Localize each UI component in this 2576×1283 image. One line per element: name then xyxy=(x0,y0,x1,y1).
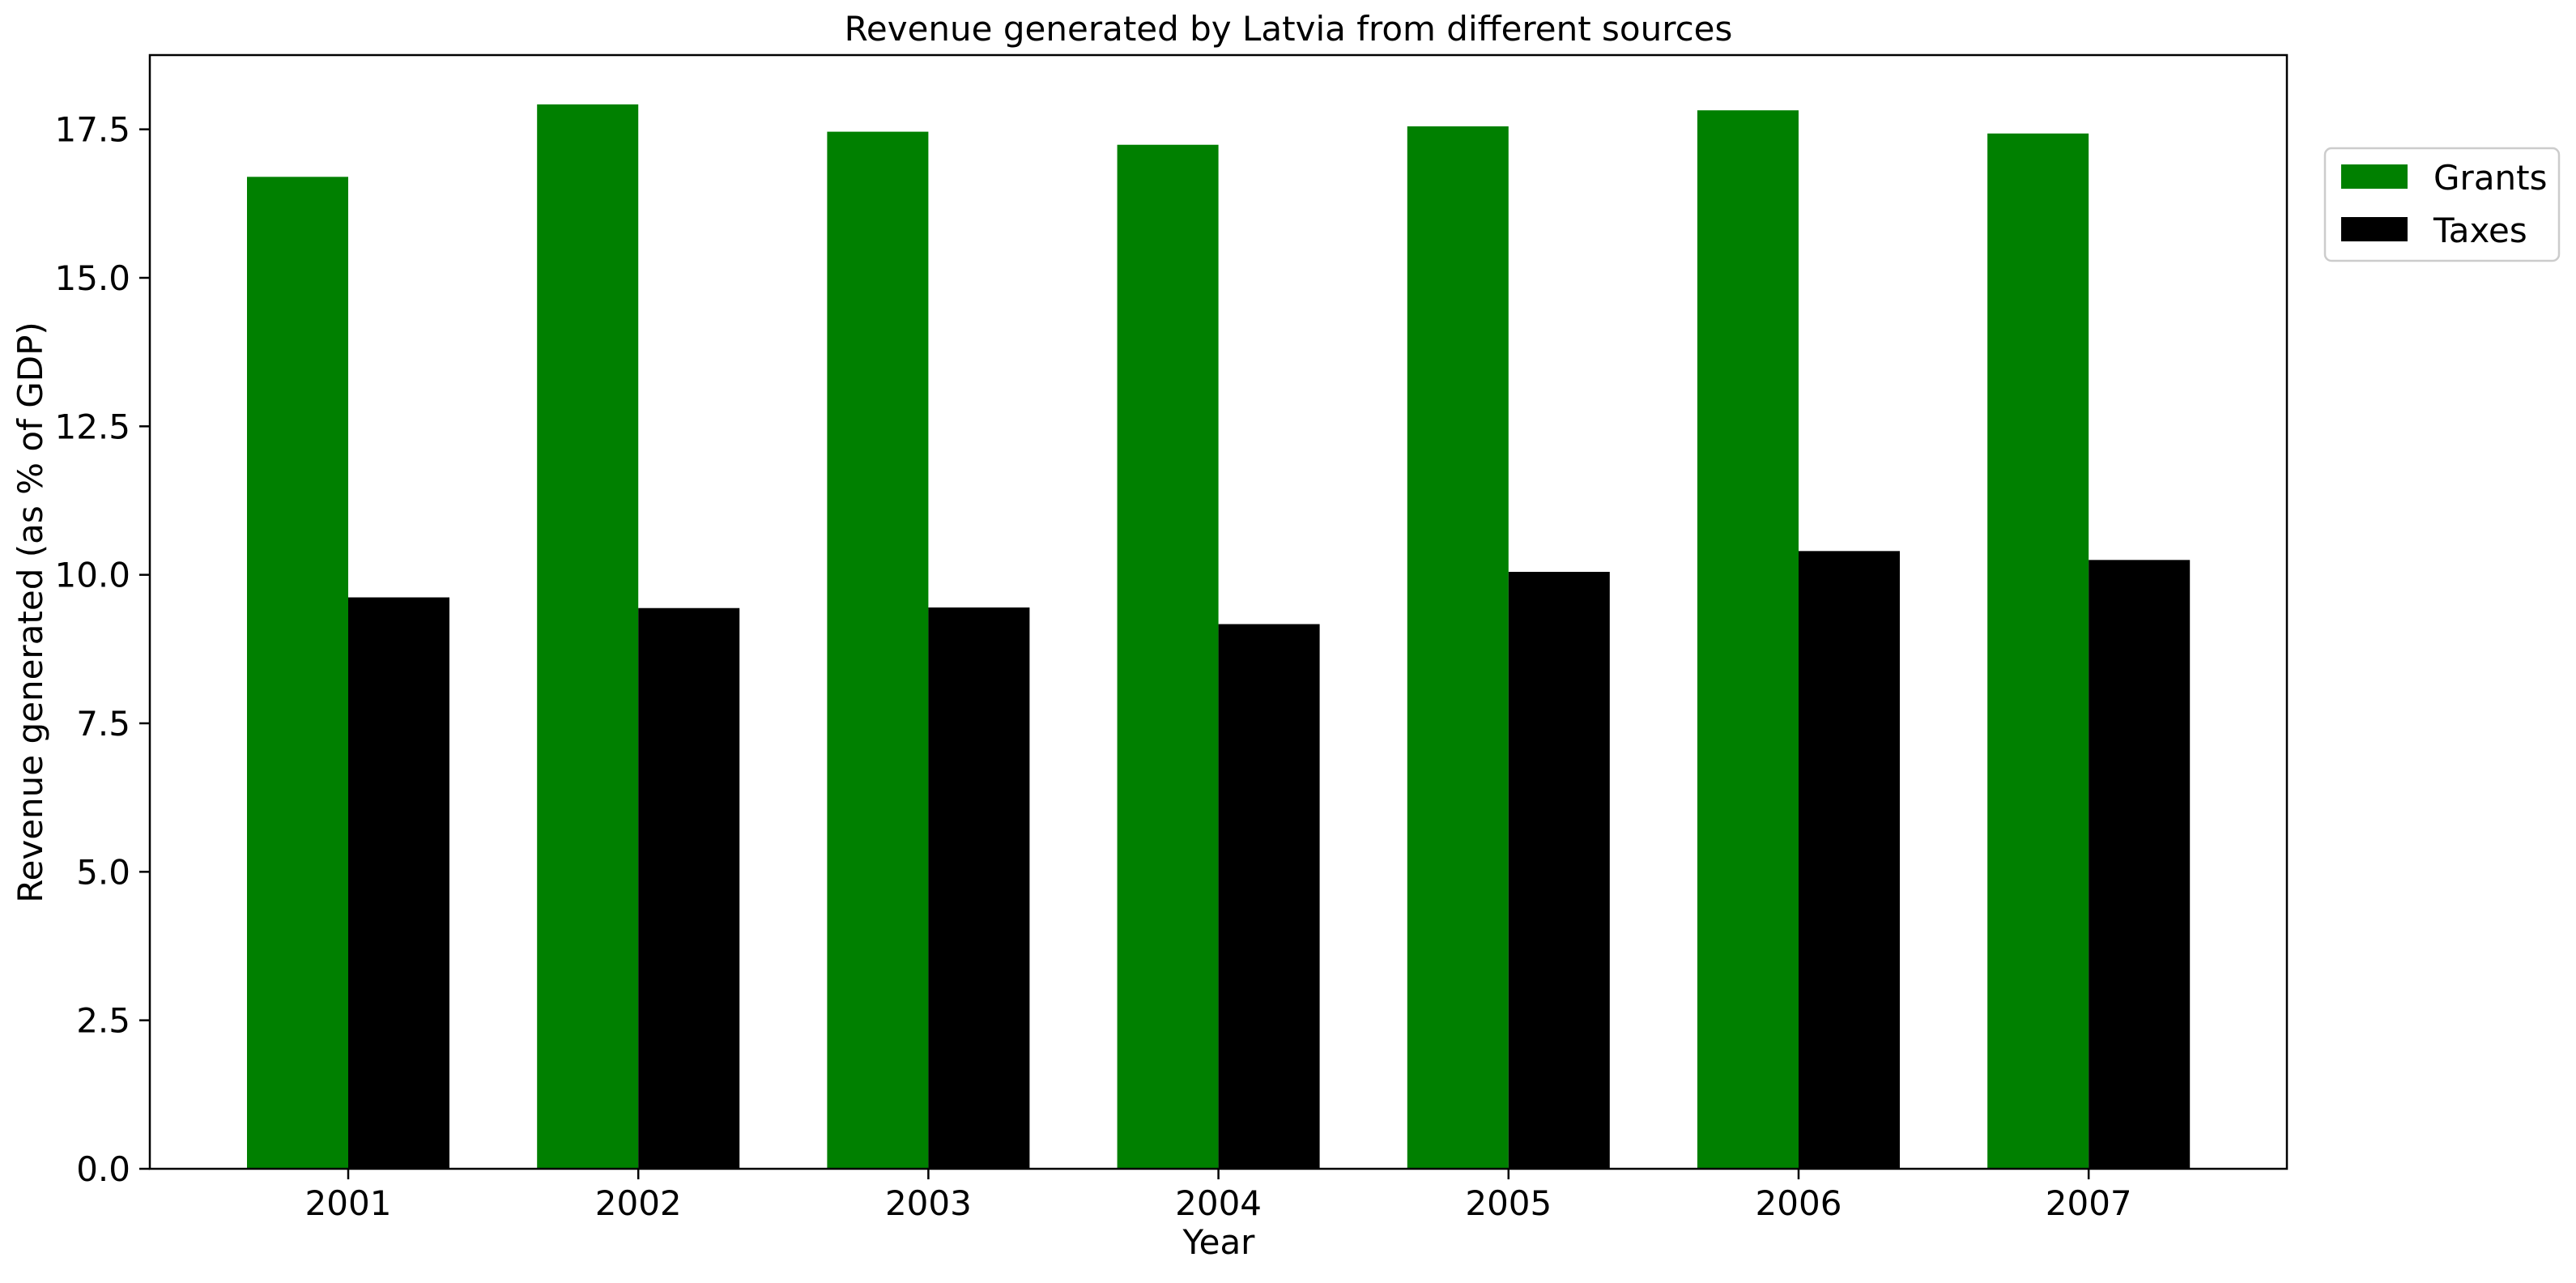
x-tick-label: 2003 xyxy=(885,1183,972,1223)
bar-taxes-2006 xyxy=(1799,551,1900,1169)
bar-grants-2001 xyxy=(247,177,348,1169)
x-axis: 2001 2002 2003 2004 2005 2006 2007 xyxy=(305,1169,2132,1223)
y-tick-label: 12.5 xyxy=(54,407,130,446)
bar-grants-2005 xyxy=(1407,126,1509,1169)
bar-taxes-2001 xyxy=(348,597,449,1169)
y-tick-label: 15.0 xyxy=(54,258,130,298)
y-tick-label: 10.0 xyxy=(54,556,130,595)
chart-title: Revenue generated by Latvia from differe… xyxy=(845,9,1733,49)
bar-taxes-2003 xyxy=(928,607,1030,1169)
y-tick-label: 5.0 xyxy=(76,852,130,892)
y-axis-label: Revenue generated (as % of GDP) xyxy=(11,322,50,903)
plot-frame xyxy=(148,53,2289,1170)
bar-grants-2006 xyxy=(1697,110,1799,1170)
legend-label-taxes: Taxes xyxy=(2433,211,2527,250)
x-tick-label: 2007 xyxy=(2046,1183,2132,1223)
bar-grants-2004 xyxy=(1117,144,1219,1169)
y-tick-label: 0.0 xyxy=(76,1149,130,1189)
x-tick-label: 2002 xyxy=(595,1183,682,1223)
x-tick-label: 2005 xyxy=(1465,1183,1552,1223)
legend-swatch-taxes xyxy=(2341,217,2408,241)
y-tick-label: 17.5 xyxy=(54,110,130,150)
bar-grants-2002 xyxy=(537,104,639,1169)
bar-grants-2003 xyxy=(827,131,929,1170)
bar-grants-2007 xyxy=(1987,133,2089,1169)
bars-group xyxy=(247,104,2191,1170)
bar-taxes-2005 xyxy=(1508,572,1610,1169)
bar-taxes-2004 xyxy=(1218,624,1320,1169)
bar-taxes-2002 xyxy=(638,607,740,1169)
legend: Grants Taxes xyxy=(2323,147,2561,262)
y-axis: 0.0 2.5 5.0 7.5 10.0 12.5 15.0 17.5 xyxy=(54,110,150,1189)
bar-taxes-2007 xyxy=(2088,560,2191,1169)
legend-swatch-grants xyxy=(2341,164,2408,189)
x-tick-label: 2001 xyxy=(305,1183,392,1223)
y-tick-label: 7.5 xyxy=(76,704,130,744)
x-tick-label: 2006 xyxy=(1756,1183,1842,1223)
x-tick-label: 2004 xyxy=(1175,1183,1262,1223)
legend-label-grants: Grants xyxy=(2433,158,2548,198)
x-axis-label: Year xyxy=(1182,1222,1256,1262)
y-tick-label: 2.5 xyxy=(76,1001,130,1041)
